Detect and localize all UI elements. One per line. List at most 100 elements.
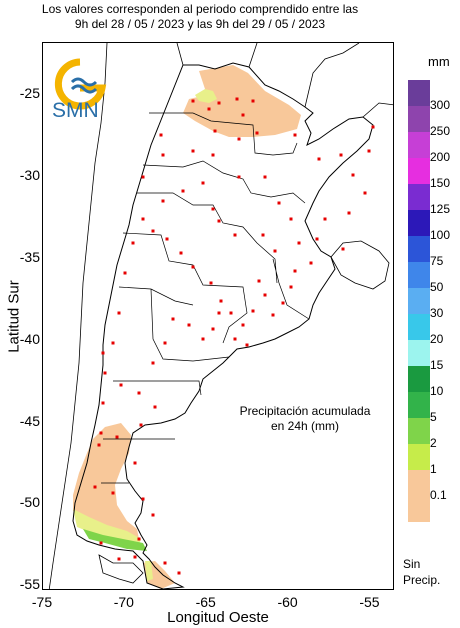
station-marker [201,337,205,341]
station-marker [309,261,313,265]
station-marker [271,313,275,317]
station-marker [151,229,155,233]
station-marker [233,233,237,237]
legend-no-precip: Sin Precip. [403,557,441,587]
station-marker [151,513,155,517]
station-marker [263,293,267,297]
y-tick-label: -35 [19,248,40,265]
station-marker [141,497,145,501]
x-tick-label: -65 [195,594,216,610]
legend-swatch [408,236,430,262]
border-north [176,43,393,118]
station-marker [297,241,301,245]
legend-swatch [408,418,430,444]
station-marker [293,269,297,273]
smn-logo-text: SMN [52,99,99,122]
station-marker [165,237,169,241]
station-marker [255,131,259,135]
station-marker [341,247,345,251]
station-marker [235,97,239,101]
legend-label: 150 [430,176,451,190]
station-marker [133,461,137,465]
station-marker [159,133,163,137]
y-tick-label: -30 [19,167,40,184]
station-marker [317,157,321,161]
station-marker [103,371,107,375]
legend-swatch [408,106,430,132]
station-marker [163,341,167,345]
station-marker [371,125,375,129]
station-marker [99,431,103,435]
station-marker [293,133,297,137]
station-marker [191,265,195,269]
legend-swatch [408,132,430,158]
smn-logo-icon [50,58,110,124]
station-marker [207,107,211,111]
legend-swatch [408,366,430,392]
uruguay-outline [330,240,390,290]
legend-label: 20 [430,332,444,346]
station-marker [191,99,195,103]
station-marker [99,541,103,545]
legend-swatch [408,262,430,288]
header-line-2: 9h del 28 / 05 / 2023 y las 9h del 29 / … [74,17,326,31]
station-marker [101,351,105,355]
station-marker [93,485,97,489]
legend-label: 15 [430,358,444,372]
station-marker [191,149,195,153]
chile-coast [48,43,108,589]
station-marker [181,189,185,193]
station-marker [211,327,215,331]
station-marker [363,191,367,195]
station-marker [141,217,145,221]
legend-label: 300 [430,98,451,112]
station-marker [161,153,165,157]
legend-label: 50 [430,280,444,294]
station-marker [133,555,137,559]
station-marker [229,311,233,315]
legend-swatch [408,340,430,366]
precip-area-north-peach [183,65,301,137]
station-marker [187,323,191,327]
station-marker [131,241,135,245]
station-marker [137,537,141,541]
station-marker [123,271,127,275]
station-marker [245,343,249,347]
station-marker [115,435,119,439]
station-marker [217,311,221,315]
legend-label: 5 [430,410,437,424]
legend-swatch [408,314,430,340]
station-marker [351,173,355,177]
precip-area-south-green [83,529,147,551]
y-tick-label: -50 [19,494,40,511]
station-marker [111,341,115,345]
station-marker [179,251,183,255]
map-svg [48,43,393,589]
station-marker [211,153,215,157]
precip-area-tdf-yellow [145,561,153,581]
station-marker [153,405,157,409]
legend-swatch [408,184,430,210]
station-marker [217,219,221,223]
station-marker [141,175,145,179]
station-marker [237,175,241,179]
station-marker [241,113,245,117]
legend-label: 100 [430,228,451,242]
legend-swatch [408,470,430,522]
legend-label: 200 [430,150,451,164]
station-marker [119,383,123,387]
station-marker [171,317,175,321]
x-tick-label: -60 [277,594,298,610]
station-marker [217,101,221,105]
station-marker [101,401,105,405]
station-marker [237,137,241,141]
y-tick-label: -40 [19,330,40,347]
legend-label: 2 [430,436,437,450]
province-lines [101,112,310,484]
station-marker [137,391,141,395]
station-marker [241,323,245,327]
legend-label: 0.1 [430,488,447,502]
station-marker [281,301,285,305]
station-marker [201,181,205,185]
annotation-line-1: Precipitación acumulada [239,404,371,418]
